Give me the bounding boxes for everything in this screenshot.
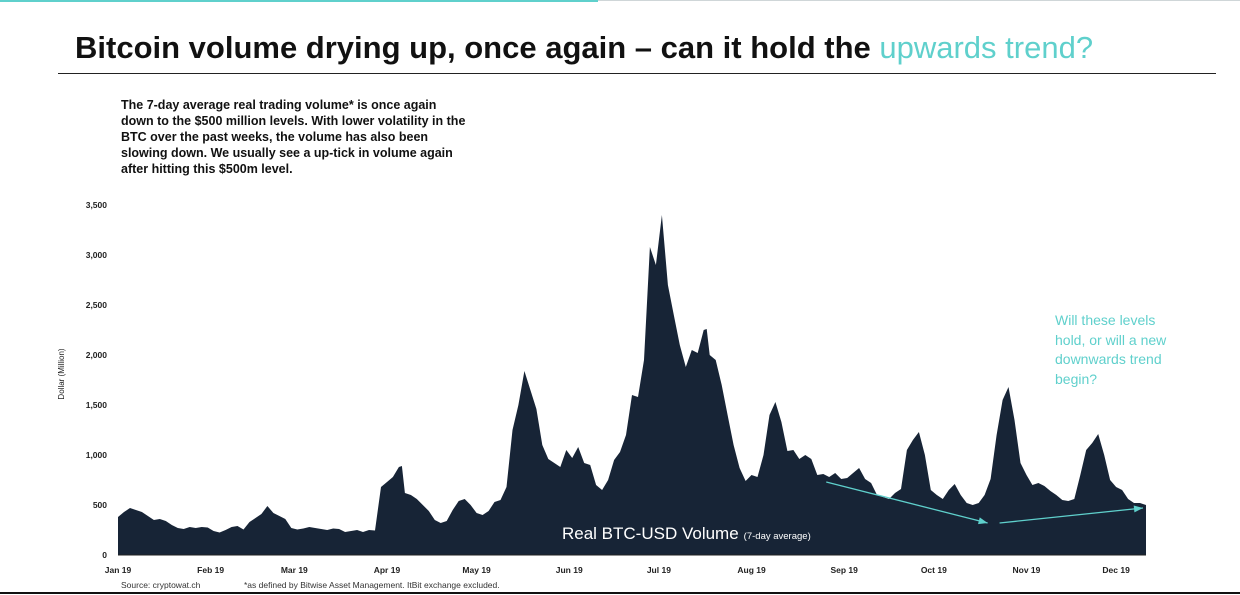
callout-question: Will these levels hold, or will a new do… — [1055, 312, 1167, 387]
volume-area — [118, 215, 1146, 555]
annotation-arrow — [826, 481, 988, 524]
series-label-sub: (7-day average) — [744, 531, 811, 542]
annotation-arrow — [999, 507, 1144, 524]
x-tick-label: Apr 19 — [374, 565, 401, 575]
x-tick-label: Feb 19 — [197, 565, 224, 575]
x-tick-label: Dec 19 — [1102, 565, 1130, 575]
y-tick-label: 1,000 — [86, 450, 108, 460]
annotation-arrowhead — [978, 517, 988, 525]
x-tick-label: Aug 19 — [737, 565, 766, 575]
x-tick-label: Jul 19 — [647, 565, 671, 575]
x-tick-label: Jan 19 — [105, 565, 132, 575]
y-tick-label: 2,000 — [86, 350, 108, 360]
x-tick-label: Mar 19 — [281, 565, 308, 575]
x-tick-label: Nov 19 — [1013, 565, 1041, 575]
y-tick-label: 500 — [93, 500, 107, 510]
title-accent: upwards trend? — [879, 30, 1094, 65]
x-tick-label: Sep 19 — [830, 565, 858, 575]
lead-text: The 7-day average real trading volume* i… — [121, 98, 466, 176]
y-tick-label: 1,500 — [86, 400, 108, 410]
page-title: Bitcoin volume drying up, once again – c… — [75, 30, 1093, 66]
bottom-rule — [0, 592, 1240, 594]
title-main: Bitcoin volume drying up, once again – c… — [75, 30, 880, 65]
x-tick-label: May 19 — [462, 565, 491, 575]
y-tick-label: 0 — [102, 550, 107, 560]
footer-source: Source: cryptowat.ch — [121, 580, 201, 590]
footer-note: *as defined by Bitwise Asset Management.… — [244, 580, 500, 590]
title-divider — [58, 73, 1216, 74]
x-tick-label: Jun 19 — [556, 565, 583, 575]
series-label-main: Real BTC-USD Volume — [562, 524, 739, 543]
annotation-arrowhead — [1133, 505, 1144, 513]
top-accent-bar — [0, 0, 598, 2]
y-tick-label: 3,000 — [86, 250, 108, 260]
y-tick-label: 2,500 — [86, 300, 108, 310]
series-label: Real BTC-USD Volume (7-day average) — [562, 524, 811, 543]
y-axis-title: Dollar (Million) — [57, 348, 66, 399]
y-tick-label: 3,500 — [86, 200, 108, 210]
top-rule — [598, 0, 1240, 1]
x-tick-label: Oct 19 — [921, 565, 947, 575]
